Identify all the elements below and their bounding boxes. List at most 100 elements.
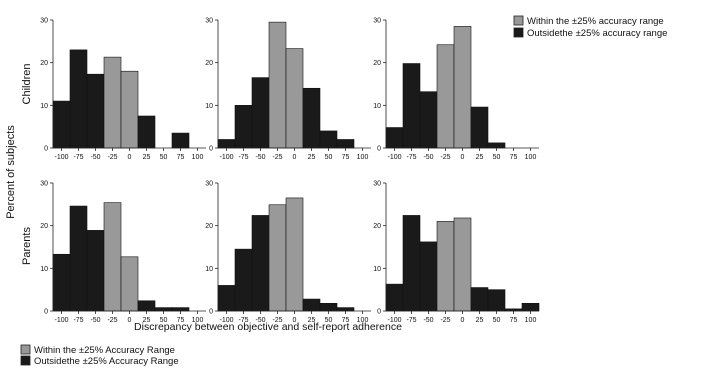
y-tick-label: 20 xyxy=(205,60,213,67)
x-tick-label: 50 xyxy=(160,154,168,161)
histogram-bar xyxy=(251,215,270,312)
x-tick-label: -25 xyxy=(272,317,282,324)
histogram-bar xyxy=(268,204,287,312)
x-tick-label: 25 xyxy=(308,154,316,161)
legend-top: Within the ±25% accuracy range Outsideth… xyxy=(513,15,667,39)
histogram-bar xyxy=(52,253,71,312)
x-tick-label: -50 xyxy=(90,154,100,161)
x-tick-label: 25 xyxy=(476,317,484,324)
histogram-bar xyxy=(436,221,455,312)
x-tick-label: 75 xyxy=(342,154,350,161)
y-tick-label: 10 xyxy=(205,103,213,110)
x-tick-label: -100 xyxy=(54,317,68,324)
x-tick-label: -50 xyxy=(255,154,265,161)
y-tick-label: 30 xyxy=(373,181,381,188)
histogram-bar xyxy=(302,298,321,312)
x-tick-label: 100 xyxy=(525,317,537,324)
histogram-bar xyxy=(86,230,105,312)
row-label-parents: Parents xyxy=(21,227,33,265)
x-tick-label: -50 xyxy=(423,317,433,324)
histogram-bar xyxy=(103,56,122,149)
legend-top-swatch-outside xyxy=(513,27,524,38)
histogram-bar xyxy=(385,127,404,149)
x-tick-label: -25 xyxy=(107,154,117,161)
y-tick-label: 20 xyxy=(40,223,48,230)
histogram-bar xyxy=(171,132,190,149)
y-axis-label: Percent of subjects xyxy=(5,125,17,219)
panel-children-2: 0 10 20 30 -100 -75 -50 -25 0 25 50 75 100 xyxy=(205,18,371,161)
histogram-bar xyxy=(285,197,304,312)
legend-top-label-outside: Outsidethe ±25% accuracy range xyxy=(527,28,667,39)
y-tick-label: 30 xyxy=(205,18,213,25)
x-tick-label: 75 xyxy=(510,317,518,324)
x-tick-label: 0 xyxy=(128,154,132,161)
histogram-bar xyxy=(234,105,253,149)
x-tick-label: -75 xyxy=(73,154,83,161)
x-tick-label: 0 xyxy=(293,317,297,324)
x-tick-label: 100 xyxy=(192,317,204,324)
histogram-bar xyxy=(419,91,438,149)
histogram-bar xyxy=(336,139,355,149)
histogram-bar xyxy=(217,139,236,149)
x-tick-label: -100 xyxy=(387,154,401,161)
x-tick-label: -25 xyxy=(107,317,117,324)
y-tick-label: 20 xyxy=(40,60,48,67)
y-tick-label: 10 xyxy=(40,266,48,273)
histogram-bar xyxy=(120,70,139,149)
x-tick-label: 75 xyxy=(177,154,185,161)
legend-top-label-within: Within the ±25% accuracy range xyxy=(527,16,664,27)
x-tick-label: -50 xyxy=(255,317,265,324)
x-tick-label: 50 xyxy=(493,154,501,161)
x-tick-label: 50 xyxy=(325,154,333,161)
y-tick-label: 10 xyxy=(205,266,213,273)
histogram-bar xyxy=(154,307,173,312)
histogram-bar xyxy=(487,289,506,312)
y-tick-label: 20 xyxy=(373,223,381,230)
y-tick-label: 0 xyxy=(44,309,48,316)
y-tick-label: 30 xyxy=(205,181,213,188)
x-tick-label: -50 xyxy=(423,154,433,161)
y-tick-label: 20 xyxy=(205,223,213,230)
x-tick-label: -100 xyxy=(54,154,68,161)
x-tick-label: 100 xyxy=(357,154,369,161)
histogram-bar xyxy=(521,303,540,312)
histogram-bar xyxy=(302,87,321,149)
histogram-bar xyxy=(419,241,438,312)
y-tick-label: 0 xyxy=(209,146,213,153)
histogram-bar xyxy=(120,256,139,312)
legend-top-swatch-within xyxy=(513,15,524,26)
x-tick-label: -25 xyxy=(272,154,282,161)
legend-bottom: Within the ±25% Accuracy Range Outsideth… xyxy=(20,344,179,367)
x-tick-label: 50 xyxy=(493,317,501,324)
legend-bottom-label-within: Within the ±25% Accuracy Range xyxy=(34,345,175,356)
histogram-bar xyxy=(217,285,236,312)
histogram-bar xyxy=(402,63,421,149)
histogram-bar xyxy=(453,217,472,312)
histogram-bar xyxy=(103,202,122,312)
y-tick-label: 30 xyxy=(40,181,48,188)
histogram-bar xyxy=(137,300,156,312)
x-tick-label: -25 xyxy=(440,154,450,161)
x-tick-label: 75 xyxy=(177,317,185,324)
histogram-bar xyxy=(69,49,88,149)
histogram-bar xyxy=(251,77,270,149)
x-tick-label: 0 xyxy=(128,317,132,324)
x-tick-label: -75 xyxy=(238,154,248,161)
histogram-bar xyxy=(453,26,472,149)
x-axis-label: Discrepancy between objective and self-r… xyxy=(134,321,402,333)
x-tick-label: -25 xyxy=(440,317,450,324)
histogram-bar xyxy=(52,100,71,149)
x-tick-label: 25 xyxy=(476,154,484,161)
y-tick-label: 0 xyxy=(44,146,48,153)
histogram-bar xyxy=(86,73,105,149)
histogram-bar xyxy=(319,130,338,149)
histogram-bar xyxy=(285,48,304,149)
histogram-bar xyxy=(69,205,88,312)
x-tick-label: 100 xyxy=(357,317,369,324)
histogram-bar xyxy=(137,115,156,149)
x-tick-label: 100 xyxy=(525,154,537,161)
histogram-bar xyxy=(436,44,455,149)
y-tick-label: 10 xyxy=(40,103,48,110)
